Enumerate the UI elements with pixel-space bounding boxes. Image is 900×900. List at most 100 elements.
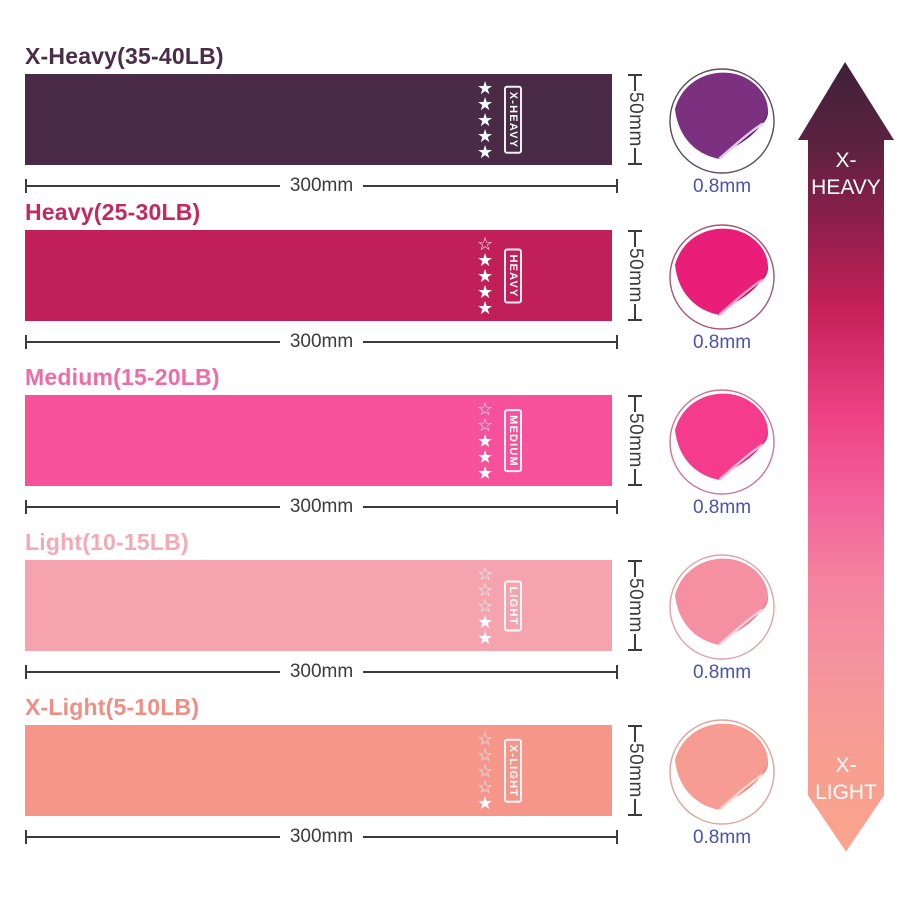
thickness-label: 0.8mm (692, 827, 752, 848)
dimension-tick (616, 179, 619, 193)
folded-band-icon (669, 68, 775, 174)
band-swatch: ★ ★ ★ ★ ★ X-HEAVY (25, 74, 612, 165)
band-swatch: ☆ ☆ ☆ ★ ★ LIGHT (25, 560, 612, 651)
star-hollow-icon: ☆ (477, 760, 494, 781)
dimension-tick (628, 319, 642, 322)
thickness-photo: 0.8mm (668, 388, 776, 519)
dimension-line (27, 671, 280, 673)
star-filled-icon: ★ (477, 462, 494, 483)
star-filled-icon: ★ (477, 141, 494, 162)
star-rating: ☆ ☆ ☆ ★ ★ (477, 563, 494, 648)
dimension-line (634, 303, 636, 320)
dimension-line (27, 506, 280, 508)
dimension-line (634, 468, 636, 485)
star-hollow-icon: ☆ (477, 579, 494, 600)
height-dimension-label: 50mm (625, 413, 646, 468)
dimension-tick (628, 484, 642, 487)
dimension-tick (628, 395, 642, 397)
height-dimension-label: 50mm (625, 92, 646, 147)
band-title: X-Light(5-10LB) (25, 694, 200, 720)
dimension-tick (628, 230, 642, 232)
arrow-top-label-line1: X- (835, 149, 857, 172)
arrow-top-label: X- HEAVY (798, 147, 894, 201)
band-name-tag: X-HEAVY (504, 85, 522, 154)
dimension-tick (25, 830, 27, 844)
star-filled-icon: ★ (477, 297, 494, 318)
star-filled-icon: ★ (477, 93, 494, 114)
dimension-line (634, 232, 636, 248)
dimension-tick (628, 163, 642, 166)
dimension-line (634, 727, 636, 743)
folded-band-icon (669, 389, 775, 495)
band-row: X-Heavy(35-40LB) ★ ★ ★ ★ ★ X-HEAVY 300mm 50m… (25, 42, 775, 197)
width-dimension-label: 300mm (289, 175, 354, 196)
dimension-tick (616, 665, 619, 679)
dimension-line (363, 341, 617, 343)
thickness-photo: 0.8mm (668, 67, 776, 198)
width-dimension: 300mm (25, 332, 619, 351)
band-swatch: ☆ ★ ★ ★ ★ HEAVY (25, 230, 612, 321)
star-filled-icon: ★ (477, 446, 494, 467)
dimension-line (27, 185, 280, 187)
dimension-line (634, 562, 636, 578)
band-title: X-Heavy(35-40LB) (25, 43, 224, 69)
width-dimension: 300mm (25, 496, 619, 517)
folded-band-icon (669, 719, 775, 825)
dimension-tick (25, 179, 27, 193)
star-filled-icon: ★ (477, 265, 494, 286)
dimension-tick (25, 665, 27, 679)
width-dimension: 300mm (25, 175, 619, 196)
star-hollow-icon: ☆ (477, 776, 494, 797)
star-filled-icon: ★ (477, 792, 494, 813)
band-row: X-Light(5-10LB) ☆ ☆ ☆ ☆ ★ X-LIGHT 300mm 50mm (25, 693, 775, 848)
folded-band-icon (669, 554, 775, 660)
dimension-tick (628, 814, 642, 817)
band-title: Medium(15-20LB) (25, 364, 220, 390)
folded-band-icon (669, 224, 775, 330)
band-name-tag: X-LIGHT (504, 738, 522, 803)
dimension-tick (616, 830, 619, 844)
dimension-tick (628, 725, 642, 727)
dimension-line (634, 798, 636, 815)
arrow-bottom-label-line1: X- (835, 754, 857, 777)
intensity-gradient-arrow: X- HEAVY X- LIGHT (798, 62, 894, 854)
band-swatch: ☆ ☆ ☆ ☆ ★ X-LIGHT (25, 725, 612, 816)
dimension-line (634, 397, 636, 413)
thickness-label: 0.8mm (692, 497, 752, 518)
star-hollow-icon: ☆ (477, 398, 494, 419)
dimension-line (363, 836, 617, 838)
dimension-tick (628, 560, 642, 562)
star-hollow-icon: ☆ (477, 744, 494, 765)
star-filled-icon: ★ (477, 109, 494, 130)
band-name-tag: MEDIUM (504, 408, 522, 473)
thickness-photo: 0.8mm (668, 718, 776, 849)
star-filled-icon: ★ (477, 125, 494, 146)
arrow-bottom-label: X- LIGHT (798, 752, 894, 806)
dimension-tick (25, 335, 27, 349)
arrow-bottom-label-line2: LIGHT (815, 781, 877, 804)
dimension-tick (628, 74, 642, 76)
star-hollow-icon: ☆ (477, 233, 494, 254)
height-dimension: 50mm (622, 74, 648, 166)
width-dimension-label: 300mm (289, 661, 354, 682)
star-filled-icon: ★ (477, 249, 494, 270)
height-dimension-label: 50mm (625, 578, 646, 633)
height-dimension: 50mm (622, 230, 648, 322)
arrow-shape (798, 62, 894, 852)
dimension-line (634, 147, 636, 164)
star-hollow-icon: ☆ (477, 728, 494, 749)
star-filled-icon: ★ (477, 627, 494, 648)
band-swatch: ☆ ☆ ★ ★ ★ MEDIUM (25, 395, 612, 486)
star-hollow-icon: ☆ (477, 563, 494, 584)
height-dimension: 50mm (622, 560, 648, 652)
star-rating: ☆ ☆ ★ ★ ★ (477, 398, 494, 483)
dimension-line (27, 836, 280, 838)
star-filled-icon: ★ (477, 77, 494, 98)
width-dimension-label: 300mm (289, 496, 354, 517)
star-rating: ☆ ★ ★ ★ ★ (477, 233, 494, 318)
dimension-line (634, 633, 636, 650)
star-filled-icon: ★ (477, 430, 494, 451)
star-hollow-icon: ☆ (477, 595, 494, 616)
band-row: Light(10-15LB) ☆ ☆ ☆ ★ ★ LIGHT 300mm 50mm (25, 528, 775, 683)
